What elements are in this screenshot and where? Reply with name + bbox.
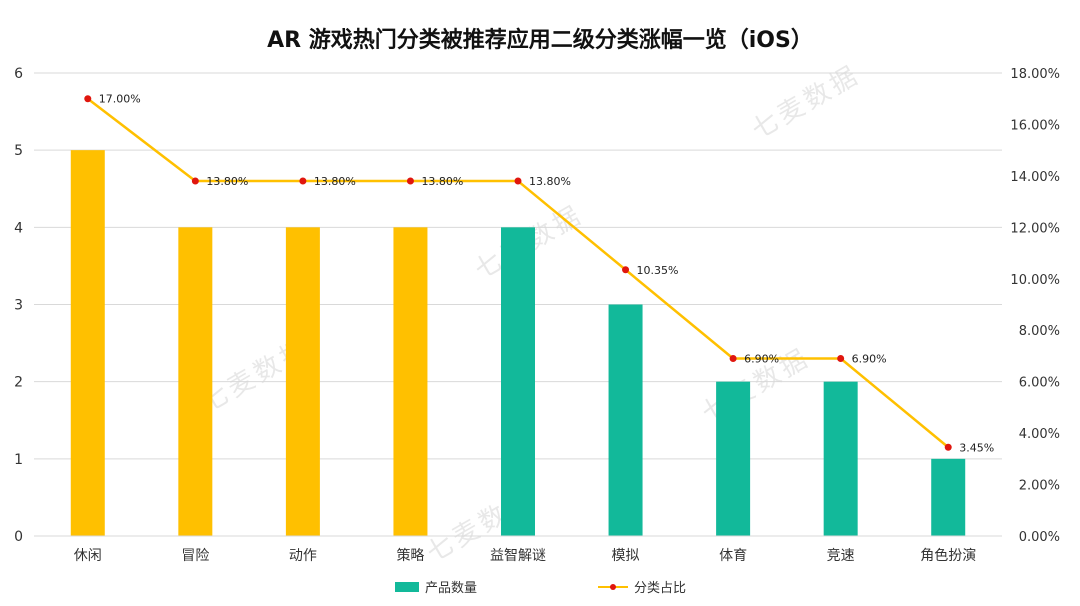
legend-line-swatch [598, 582, 628, 592]
bar [608, 304, 643, 536]
data-label: 10.35% [637, 264, 679, 277]
bar [285, 227, 320, 537]
x-tick-label: 模拟 [612, 548, 640, 564]
line-point [837, 355, 845, 363]
chart-title: AR 游戏热门分类被推荐应用二级分类涨幅一览（iOS） [267, 28, 813, 53]
legend-item-line: 分类占比 [598, 577, 686, 596]
y-right-tick-label: 6.00% [1019, 376, 1060, 391]
data-label: 3.45% [959, 441, 994, 454]
bar [178, 227, 213, 537]
x-tick-label: 体育 [719, 548, 747, 564]
legend-bar-label: 产品数量 [425, 581, 478, 596]
x-tick-label: 动作 [289, 548, 317, 564]
data-label: 13.80% [421, 175, 463, 188]
y-left-tick-label: 3 [14, 298, 23, 314]
x-tick-label: 冒险 [181, 548, 209, 564]
y-right-tick-label: 18.00% [1010, 67, 1060, 82]
line-point [622, 266, 630, 274]
x-tick-label: 益智解谜 [490, 548, 546, 564]
bar [393, 227, 428, 537]
line-point [729, 355, 737, 363]
y-left-tick-label: 1 [14, 452, 23, 468]
y-right-tick-label: 8.00% [1019, 324, 1060, 339]
x-tick-label: 角色扮演 [920, 547, 976, 564]
y-right-tick-label: 10.00% [1010, 273, 1060, 288]
line-point [514, 177, 522, 185]
bar [70, 150, 105, 536]
y-right-tick-label: 12.00% [1010, 221, 1060, 236]
line-point [191, 177, 199, 185]
line-point [299, 177, 307, 185]
data-label: 13.80% [529, 175, 571, 188]
data-label: 6.90% [744, 353, 779, 366]
legend-line-label: 分类占比 [634, 581, 687, 596]
data-label: 13.80% [314, 175, 356, 188]
x-tick-label: 休闲 [74, 548, 102, 564]
y-left-tick-label: 0 [14, 529, 23, 545]
x-tick-label: 竞速 [827, 547, 855, 564]
data-label: 13.80% [206, 175, 248, 188]
y-right-tick-label: 4.00% [1019, 427, 1060, 442]
legend-item-bars: 产品数量 [395, 577, 477, 596]
y-left-tick-label: 5 [14, 143, 23, 159]
line-point [84, 95, 92, 103]
line-point [406, 177, 414, 185]
line-point [944, 443, 952, 451]
bar [716, 381, 751, 536]
bar [501, 227, 535, 537]
y-right-tick-label: 14.00% [1010, 170, 1060, 185]
x-tick-label: 策略 [396, 547, 424, 564]
data-label: 17.00% [99, 93, 141, 106]
y-left-tick-label: 4 [14, 220, 23, 236]
y-right-tick-label: 0.00% [1019, 530, 1060, 545]
y-right-tick-label: 2.00% [1019, 479, 1060, 494]
bar [823, 381, 858, 536]
y-right-tick-label: 16.00% [1010, 118, 1060, 133]
legend-bar-swatch [395, 581, 419, 592]
data-label: 6.90% [852, 353, 887, 366]
bar [931, 458, 966, 536]
y-left-tick-label: 2 [14, 375, 23, 391]
y-left-tick-label: 6 [14, 66, 23, 82]
